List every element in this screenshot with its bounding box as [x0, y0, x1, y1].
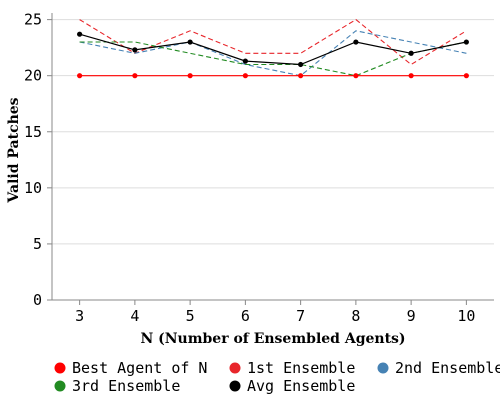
plot-frame	[52, 13, 494, 300]
legend: Best Agent of N 1st Ensemble 2nd Ensemble 3…	[55, 359, 500, 395]
point-best-agent-of-n-7	[464, 73, 469, 78]
y-axis-ticks: 0 5 10 15 20 25	[24, 11, 52, 309]
point-best-agent-of-n-0	[77, 73, 82, 78]
legend-swatch-avg-ensemble	[230, 381, 241, 392]
point-avg-ensemble-3	[243, 59, 248, 64]
x-tick-label-6: 9	[407, 307, 416, 325]
x-tick-label-4: 7	[296, 307, 305, 325]
point-best-agent-of-n-6	[409, 73, 414, 78]
y-tick-label-2: 10	[24, 179, 42, 197]
y-tick-label-4: 20	[24, 67, 42, 85]
legend-item-avg-ensemble: Avg Ensemble	[230, 377, 356, 395]
legend-label-best-agent-of-n: Best Agent of N	[72, 359, 207, 377]
legend-label-1st-ensemble: 1st Ensemble	[247, 359, 355, 377]
point-best-agent-of-n-5	[353, 73, 358, 78]
y-tick-label-5: 25	[24, 11, 42, 29]
x-axis-title: N (Number of Ensembled Agents)	[140, 331, 405, 347]
point-avg-ensemble-5	[353, 39, 358, 44]
point-best-agent-of-n-3	[243, 73, 248, 78]
y-tick-label-0: 0	[33, 291, 42, 309]
point-avg-ensemble-6	[409, 51, 414, 56]
series-line-avg-ensemble	[80, 34, 467, 64]
legend-label-avg-ensemble: Avg Ensemble	[247, 377, 355, 395]
series-layer	[77, 20, 469, 79]
point-avg-ensemble-2	[188, 39, 193, 44]
legend-swatch-1st-ensemble	[230, 363, 241, 374]
point-best-agent-of-n-1	[132, 73, 137, 78]
point-best-agent-of-n-2	[188, 73, 193, 78]
legend-label-3rd-ensemble: 3rd Ensemble	[72, 377, 180, 395]
y-axis-title: Valid Patches	[6, 97, 22, 203]
point-avg-ensemble-7	[464, 39, 469, 44]
legend-label-2nd-ensemble: 2nd Ensemble	[395, 359, 500, 377]
legend-item-3rd-ensemble: 3rd Ensemble	[55, 377, 181, 395]
legend-item-best-agent-of-n: Best Agent of N	[55, 359, 208, 377]
legend-item-2nd-ensemble: 2nd Ensemble	[378, 359, 500, 377]
x-tick-label-2: 5	[186, 307, 195, 325]
x-tick-label-3: 6	[241, 307, 250, 325]
point-best-agent-of-n-4	[298, 73, 303, 78]
y-tick-label-1: 5	[33, 235, 42, 253]
point-avg-ensemble-4	[298, 62, 303, 67]
x-axis-ticks: 3 4 5 6 7 8 9 10	[75, 300, 475, 325]
x-tick-label-7: 10	[457, 307, 475, 325]
point-avg-ensemble-1	[132, 47, 137, 52]
legend-swatch-3rd-ensemble	[55, 381, 66, 392]
legend-swatch-2nd-ensemble	[378, 363, 389, 374]
legend-item-1st-ensemble: 1st Ensemble	[230, 359, 356, 377]
x-tick-label-0: 3	[75, 307, 84, 325]
legend-swatch-best-agent-of-n	[55, 363, 66, 374]
y-tick-label-3: 15	[24, 123, 42, 141]
x-tick-label-5: 8	[351, 307, 360, 325]
x-tick-label-1: 4	[130, 307, 139, 325]
point-avg-ensemble-0	[77, 32, 82, 37]
